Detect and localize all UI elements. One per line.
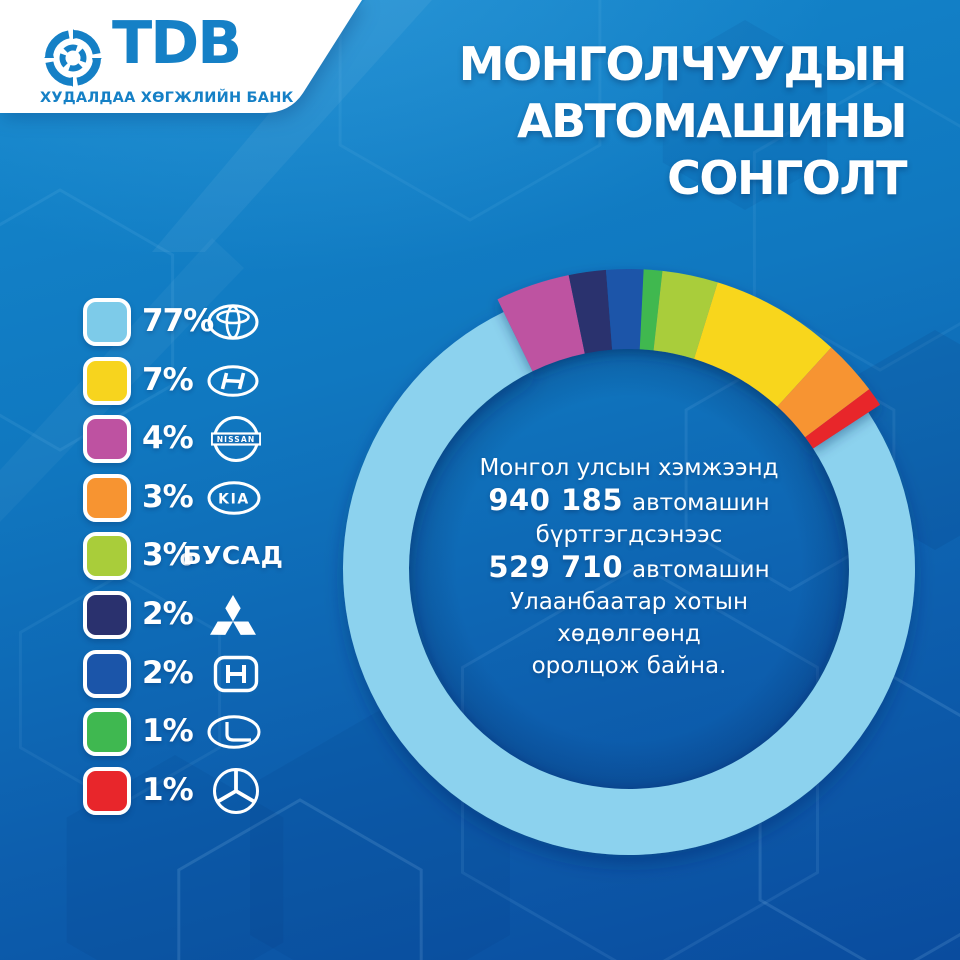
- legend-swatch: [83, 532, 131, 580]
- legend-row-kia: 3% KIA: [83, 474, 313, 522]
- chart-legend: 77% 7% 4%: [0, 0, 320, 960]
- legend-percent: 3%: [142, 478, 194, 515]
- hyundai-logo-icon: [207, 365, 259, 397]
- legend-swatch: [83, 415, 131, 463]
- tdb-wordmark: TDB: [112, 8, 242, 77]
- donut-segment-lexus: [639, 269, 663, 351]
- donut-hole: [408, 348, 850, 790]
- donut-chart: [342, 268, 915, 856]
- title-line-1: МОНГОЛЧУУДЫН: [458, 37, 908, 91]
- tdb-logo-plate: TDB ХУДАЛДАА ХӨГЖЛИЙН БАНК: [0, 0, 440, 140]
- legend-percent: 7%: [142, 361, 194, 398]
- legend-row-mercedes: 1%: [83, 767, 313, 815]
- legend-percent: 4%: [142, 419, 194, 456]
- center-line-7: оролцож байна.: [531, 653, 727, 679]
- donut-segment-mitsubishi: [568, 269, 613, 354]
- legend-row-mitsubishi: 2%: [83, 591, 313, 639]
- title-line-3: СОНГОЛТ: [667, 151, 907, 205]
- legend-swatch: [83, 357, 131, 405]
- legend-percent: 2%: [142, 654, 194, 691]
- donut-segment-nissan: [497, 275, 585, 372]
- legend-swatch: [83, 767, 131, 815]
- mercedes-logo-icon: [211, 766, 261, 816]
- donut-segment-honda: [605, 268, 644, 350]
- legend-swatch: [83, 298, 131, 346]
- center-line-1: Монгол улсын хэмжээнд: [479, 455, 779, 481]
- legend-percent: 2%: [142, 595, 194, 632]
- center-line-4: 529 710 автомашин: [488, 550, 770, 584]
- center-line-2: 940 185 автомашин: [488, 483, 770, 517]
- center-line-3: бүртгэгдсэнээс: [535, 522, 723, 548]
- page-title: МОНГОЛЧУУДЫН АВТОМАШИНЫ СОНГОЛТ: [458, 36, 908, 207]
- donut-segment-mercedes-benz: [805, 389, 881, 449]
- donut-segment-hyundai: [694, 282, 832, 407]
- donut-segment-kia: [777, 347, 870, 438]
- title-line-2: АВТОМАШИНЫ: [516, 94, 908, 148]
- kia-logo-icon: KIA: [207, 481, 261, 515]
- legend-row-honda: 2%: [83, 650, 313, 698]
- plate-shape: [0, 0, 362, 113]
- registered-count: 940 185: [488, 483, 624, 517]
- toyota-logo-icon: [207, 304, 259, 340]
- mitsubishi-logo-icon: [210, 595, 256, 635]
- svg-text:NISSAN: NISSAN: [217, 435, 256, 444]
- legend-row-toyota: 77%: [83, 298, 313, 346]
- svg-text:KIA: KIA: [218, 492, 250, 508]
- tdb-logo-icon: [44, 29, 102, 87]
- center-line-6: хөдөлгөөнд: [557, 621, 701, 647]
- legend-row-nissan: 4% NISSAN: [83, 415, 313, 463]
- legend-label-busad: БУСАД: [182, 540, 284, 570]
- lexus-logo-icon: [207, 715, 261, 749]
- legend-row-lexus: 1%: [83, 708, 313, 756]
- ulaanbaatar-count: 529 710: [488, 550, 624, 584]
- legend-percent: 1%: [142, 712, 194, 749]
- tdb-tagline: ХУДАЛДАА ХӨГЖЛИЙН БАНК: [40, 90, 294, 106]
- donut-center-text: Монгол улсын хэмжээнд 940 185 автомашин б…: [369, 452, 889, 682]
- legend-swatch: [83, 591, 131, 639]
- honda-logo-icon: [213, 655, 259, 693]
- legend-swatch: [83, 474, 131, 522]
- legend-percent: 3%: [142, 536, 194, 573]
- legend-percent: 1%: [142, 771, 194, 808]
- legend-swatch: [83, 708, 131, 756]
- legend-row-hyundai: 7%: [83, 357, 313, 405]
- legend-swatch: [83, 650, 131, 698]
- donut-segment-бусад: [653, 270, 718, 359]
- legend-row-busad: 3% БУСАД: [83, 532, 313, 580]
- center-line-5: Улаанбаатар хотын: [510, 589, 748, 615]
- nissan-logo-icon: NISSAN: [211, 414, 261, 464]
- legend-percent: 77%: [142, 302, 214, 339]
